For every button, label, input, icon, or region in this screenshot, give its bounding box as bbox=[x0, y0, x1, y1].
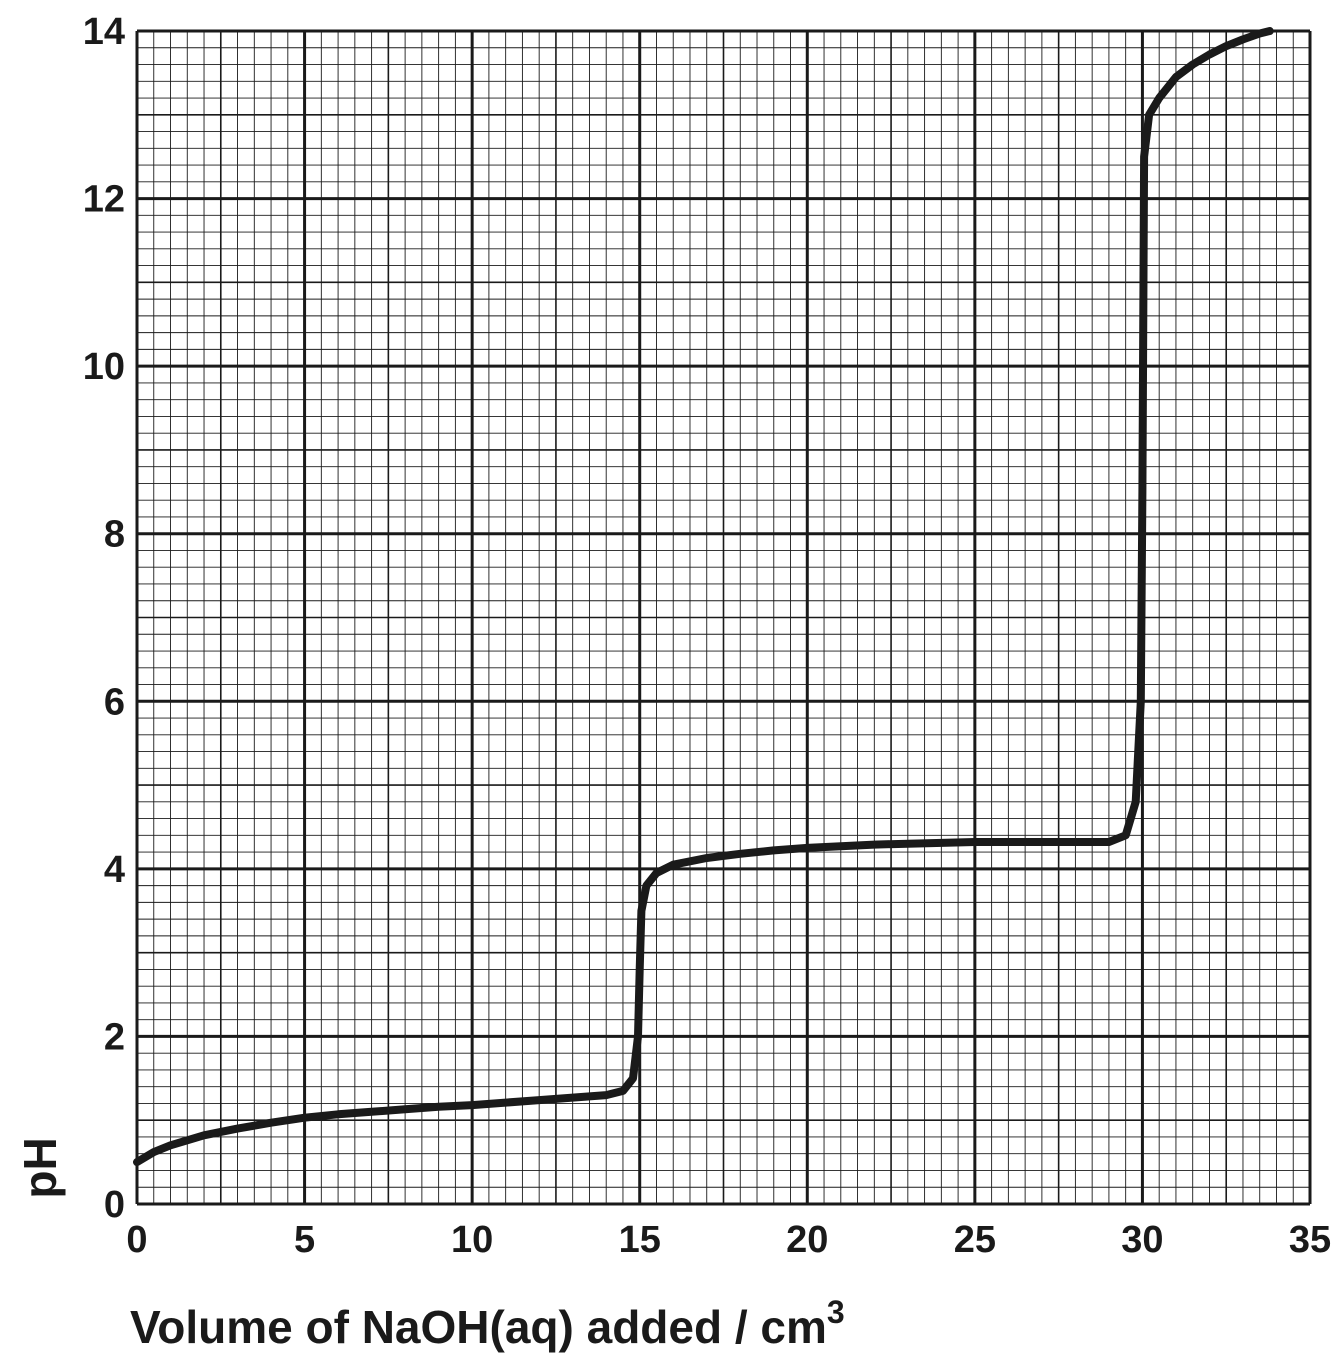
y-tick-label: 2 bbox=[104, 1016, 125, 1058]
minor-grid bbox=[137, 31, 1310, 1204]
y-tick-label: 6 bbox=[104, 681, 125, 723]
x-tick-labels: 0 5 10 15 20 25 30 35 bbox=[126, 1219, 1331, 1261]
x-axis-label-text: Volume of NaOH(aq) added / cm bbox=[130, 1301, 827, 1353]
y-tick-label: 8 bbox=[104, 514, 125, 556]
x-tick-label: 25 bbox=[954, 1219, 996, 1261]
y-tick-label: 10 bbox=[83, 346, 125, 388]
x-tick-label: 10 bbox=[451, 1219, 493, 1261]
y-tick-label: 12 bbox=[83, 179, 125, 221]
x-axis-label-superscript: 3 bbox=[827, 1294, 845, 1330]
y-tick-label: 14 bbox=[83, 11, 125, 53]
y-tick-label: 4 bbox=[104, 849, 125, 891]
ph-curve-line bbox=[133, 27, 1274, 1167]
y-tick-labels: 0 2 4 6 8 10 12 14 bbox=[83, 11, 125, 1226]
x-tick-label: 0 bbox=[126, 1219, 147, 1261]
y-axis-label: pH bbox=[14, 1137, 66, 1198]
x-tick-label: 35 bbox=[1289, 1219, 1331, 1261]
x-tick-label: 15 bbox=[619, 1219, 661, 1261]
x-tick-label: 5 bbox=[294, 1219, 315, 1261]
x-axis-label: Volume of NaOH(aq) added / cm3 bbox=[130, 1294, 845, 1353]
y-tick-label: 0 bbox=[104, 1184, 125, 1226]
x-tick-label: 20 bbox=[786, 1219, 828, 1261]
x-tick-label: 30 bbox=[1121, 1219, 1163, 1261]
